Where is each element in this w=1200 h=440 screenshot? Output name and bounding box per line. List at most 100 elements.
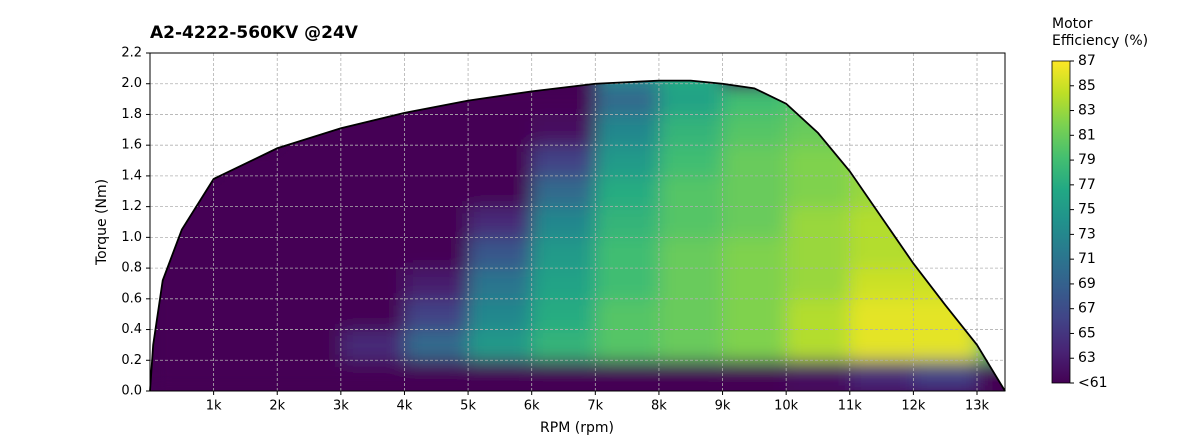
heatmap-cell (340, 237, 405, 269)
x-tick-label: 11k (838, 399, 863, 414)
heatmap-cell (595, 237, 660, 269)
heatmap-cell (595, 114, 660, 146)
heatmap-cell (722, 298, 787, 331)
heatmap-cell (150, 298, 215, 331)
heatmap-cell (722, 206, 787, 238)
heatmap-cell (595, 268, 660, 300)
x-tick-label: 8k (651, 399, 667, 414)
heatmap-cell (340, 329, 405, 361)
heatmap-cell (977, 329, 1005, 361)
heatmap-cell (531, 237, 596, 269)
heatmap-cell (468, 175, 533, 208)
heatmap-cell (658, 268, 724, 300)
heatmap-cell (658, 145, 724, 177)
x-tick-label: 1k (206, 399, 222, 414)
y-tick-label: 1.0 (121, 230, 142, 245)
colorbar (1051, 60, 1071, 384)
heatmap-cell (786, 114, 851, 146)
x-tick-label: 2k (269, 399, 285, 414)
heatmap-cell (913, 298, 978, 331)
x-tick-label: 12k (901, 399, 926, 414)
heatmap-cell (658, 237, 724, 269)
heatmap-cell (404, 268, 469, 300)
y-tick-label: 2.0 (121, 76, 142, 91)
heatmap-cell (213, 360, 278, 392)
y-tick-label: 0.6 (121, 291, 142, 306)
heatmap-cell (658, 360, 724, 392)
heatmap-cell (213, 145, 278, 177)
x-tick-label: 9k (715, 399, 731, 414)
heatmap-cell (531, 329, 596, 361)
heatmap-cell (468, 298, 533, 331)
heatmap-cell (786, 268, 851, 300)
heatmap-cell (531, 206, 596, 238)
heatmap-cell (213, 298, 278, 331)
y-tick-label: 2.2 (121, 46, 142, 61)
y-tick-label: 1.6 (121, 138, 142, 153)
colorbar-tick-label: 65 (1078, 325, 1096, 341)
heatmap-cell (340, 360, 405, 392)
x-tick-label: 10k (774, 399, 799, 414)
heatmap-cell (786, 360, 851, 392)
heatmap-cell (404, 175, 469, 208)
heatmap-cell (277, 145, 342, 177)
heatmap-cell (277, 237, 342, 269)
heatmap-cell (658, 175, 724, 208)
y-tick-label: 1.4 (121, 168, 142, 183)
heatmap-cell (722, 268, 787, 300)
heatmap-cell (468, 114, 533, 146)
heatmap-cell (849, 360, 914, 392)
heatmap-cell (595, 206, 660, 238)
heatmap-cell (277, 206, 342, 238)
heatmap-cell (595, 145, 660, 177)
heatmap-cell (468, 329, 533, 361)
heatmap-cell (595, 80, 660, 85)
heatmap-cell (277, 329, 342, 361)
colorbar-tick-label: 73 (1078, 226, 1096, 242)
colorbar-tick-label: 81 (1078, 127, 1096, 143)
heatmap-cell (913, 268, 978, 300)
heatmap-cell (722, 329, 787, 361)
chart-title: A2-4222-560KV @24V (150, 23, 359, 43)
heatmap-cell (849, 175, 914, 208)
heatmap-cell (404, 298, 469, 331)
y-axis-label: Torque (Nm) (94, 179, 110, 266)
y-tick-label: 1.8 (121, 107, 142, 122)
colorbar-tick-label: 67 (1078, 301, 1096, 317)
colorbar-tick-label: 87 (1078, 53, 1096, 69)
heatmap-cell (786, 298, 851, 331)
heatmap-cell (340, 298, 405, 331)
heatmap-cell (595, 83, 660, 115)
heatmap-cell (468, 268, 533, 300)
heatmap-cell (722, 360, 787, 392)
heatmap-cell (213, 329, 278, 361)
colorbar-tick-label: 77 (1078, 177, 1096, 193)
heatmap-cell (404, 206, 469, 238)
heatmap-cell (786, 206, 851, 238)
heatmap-cell (595, 360, 660, 392)
heatmap-cell (404, 237, 469, 269)
heatmap-cell (468, 360, 533, 392)
colorbar-tick-label: 63 (1078, 350, 1096, 366)
heatmap-cell (150, 360, 215, 392)
heatmap-cell (531, 268, 596, 300)
heatmap-cell (277, 298, 342, 331)
heatmap-cell (849, 268, 914, 300)
heatmap-cell (468, 206, 533, 238)
heatmap-cell (849, 145, 914, 177)
colorbar-tick-label: 75 (1078, 202, 1096, 218)
x-axis-label: RPM (rpm) (540, 420, 614, 436)
heatmap-cell (150, 175, 215, 208)
boundary-line (149, 79, 1006, 392)
heatmap-cell (722, 114, 787, 146)
heatmap-cell (404, 360, 469, 392)
heatmap-cell (340, 145, 405, 177)
heatmap-cell (786, 83, 851, 115)
heatmap-cell (340, 268, 405, 300)
x-tick-label: 3k (333, 399, 349, 414)
y-tick-label: 0.2 (121, 353, 142, 368)
heatmap-cell (658, 83, 724, 115)
heatmap-cell (531, 114, 596, 146)
